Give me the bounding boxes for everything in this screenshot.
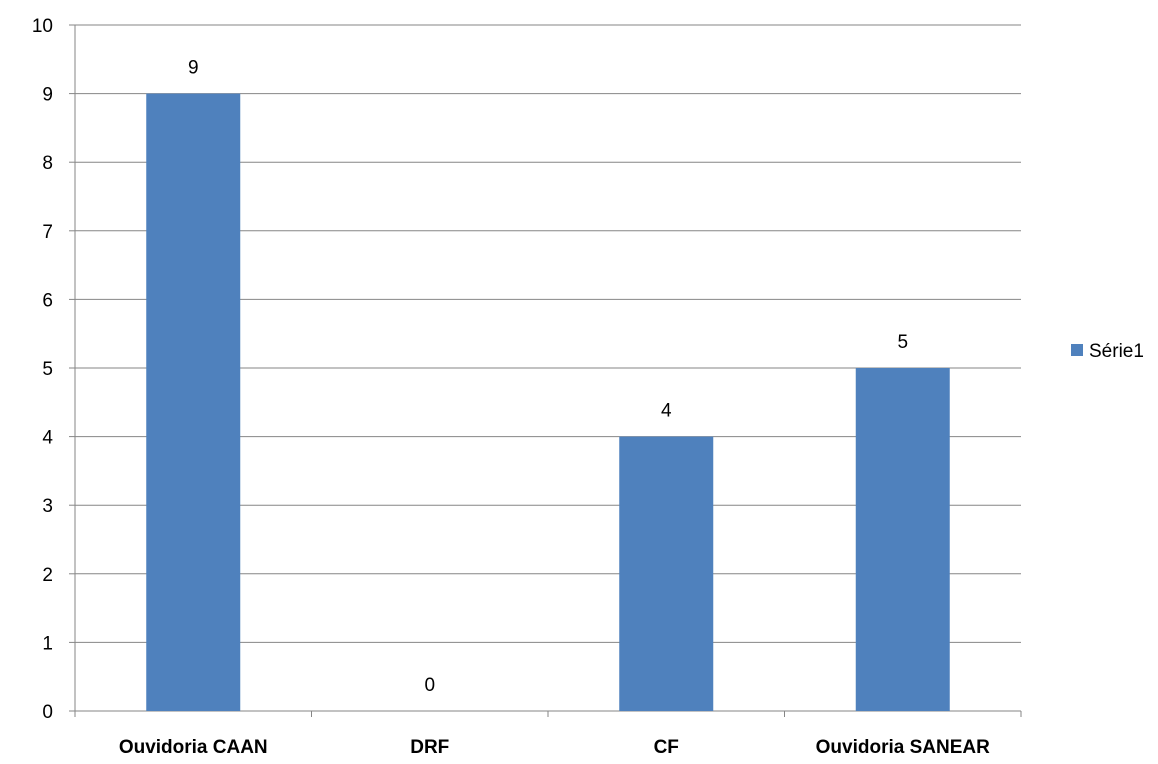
y-tick-label: 9: [42, 85, 53, 106]
data-label: 5: [897, 332, 908, 353]
bar: [855, 368, 950, 711]
data-labels: 9 0 4 5: [188, 58, 908, 696]
data-label: 9: [188, 58, 199, 79]
y-tick-label: 4: [42, 428, 53, 449]
x-axis-labels: Ouvidoria CAAN DRF CF Ouvidoria SANEAR: [119, 737, 990, 758]
y-tick-label: 8: [42, 153, 53, 174]
bar: [146, 93, 241, 712]
y-tick-label: 1: [42, 633, 53, 654]
y-tick-label: 6: [42, 290, 53, 311]
y-tick-label: 0: [42, 702, 53, 723]
legend: Série1: [1071, 341, 1144, 362]
data-label: 4: [661, 401, 672, 422]
y-tick-label: 7: [42, 222, 53, 243]
x-category-label: Ouvidoria CAAN: [119, 737, 268, 758]
y-tick-label: 5: [42, 359, 53, 380]
y-tick-label: 2: [42, 565, 53, 586]
bars: [146, 93, 950, 712]
y-tick-label: 3: [42, 496, 53, 517]
data-label: 0: [424, 675, 435, 696]
x-category-label: Ouvidoria SANEAR: [816, 737, 990, 758]
bar: [619, 436, 714, 711]
x-category-label: DRF: [410, 737, 449, 758]
legend-swatch: [1071, 344, 1083, 356]
legend-label: Série1: [1089, 341, 1144, 362]
y-tick-label: 10: [32, 16, 53, 37]
x-category-label: CF: [654, 737, 679, 758]
y-axis-ticks: 0 1 2 3 4 5 6 7 8 9 10: [32, 16, 75, 723]
